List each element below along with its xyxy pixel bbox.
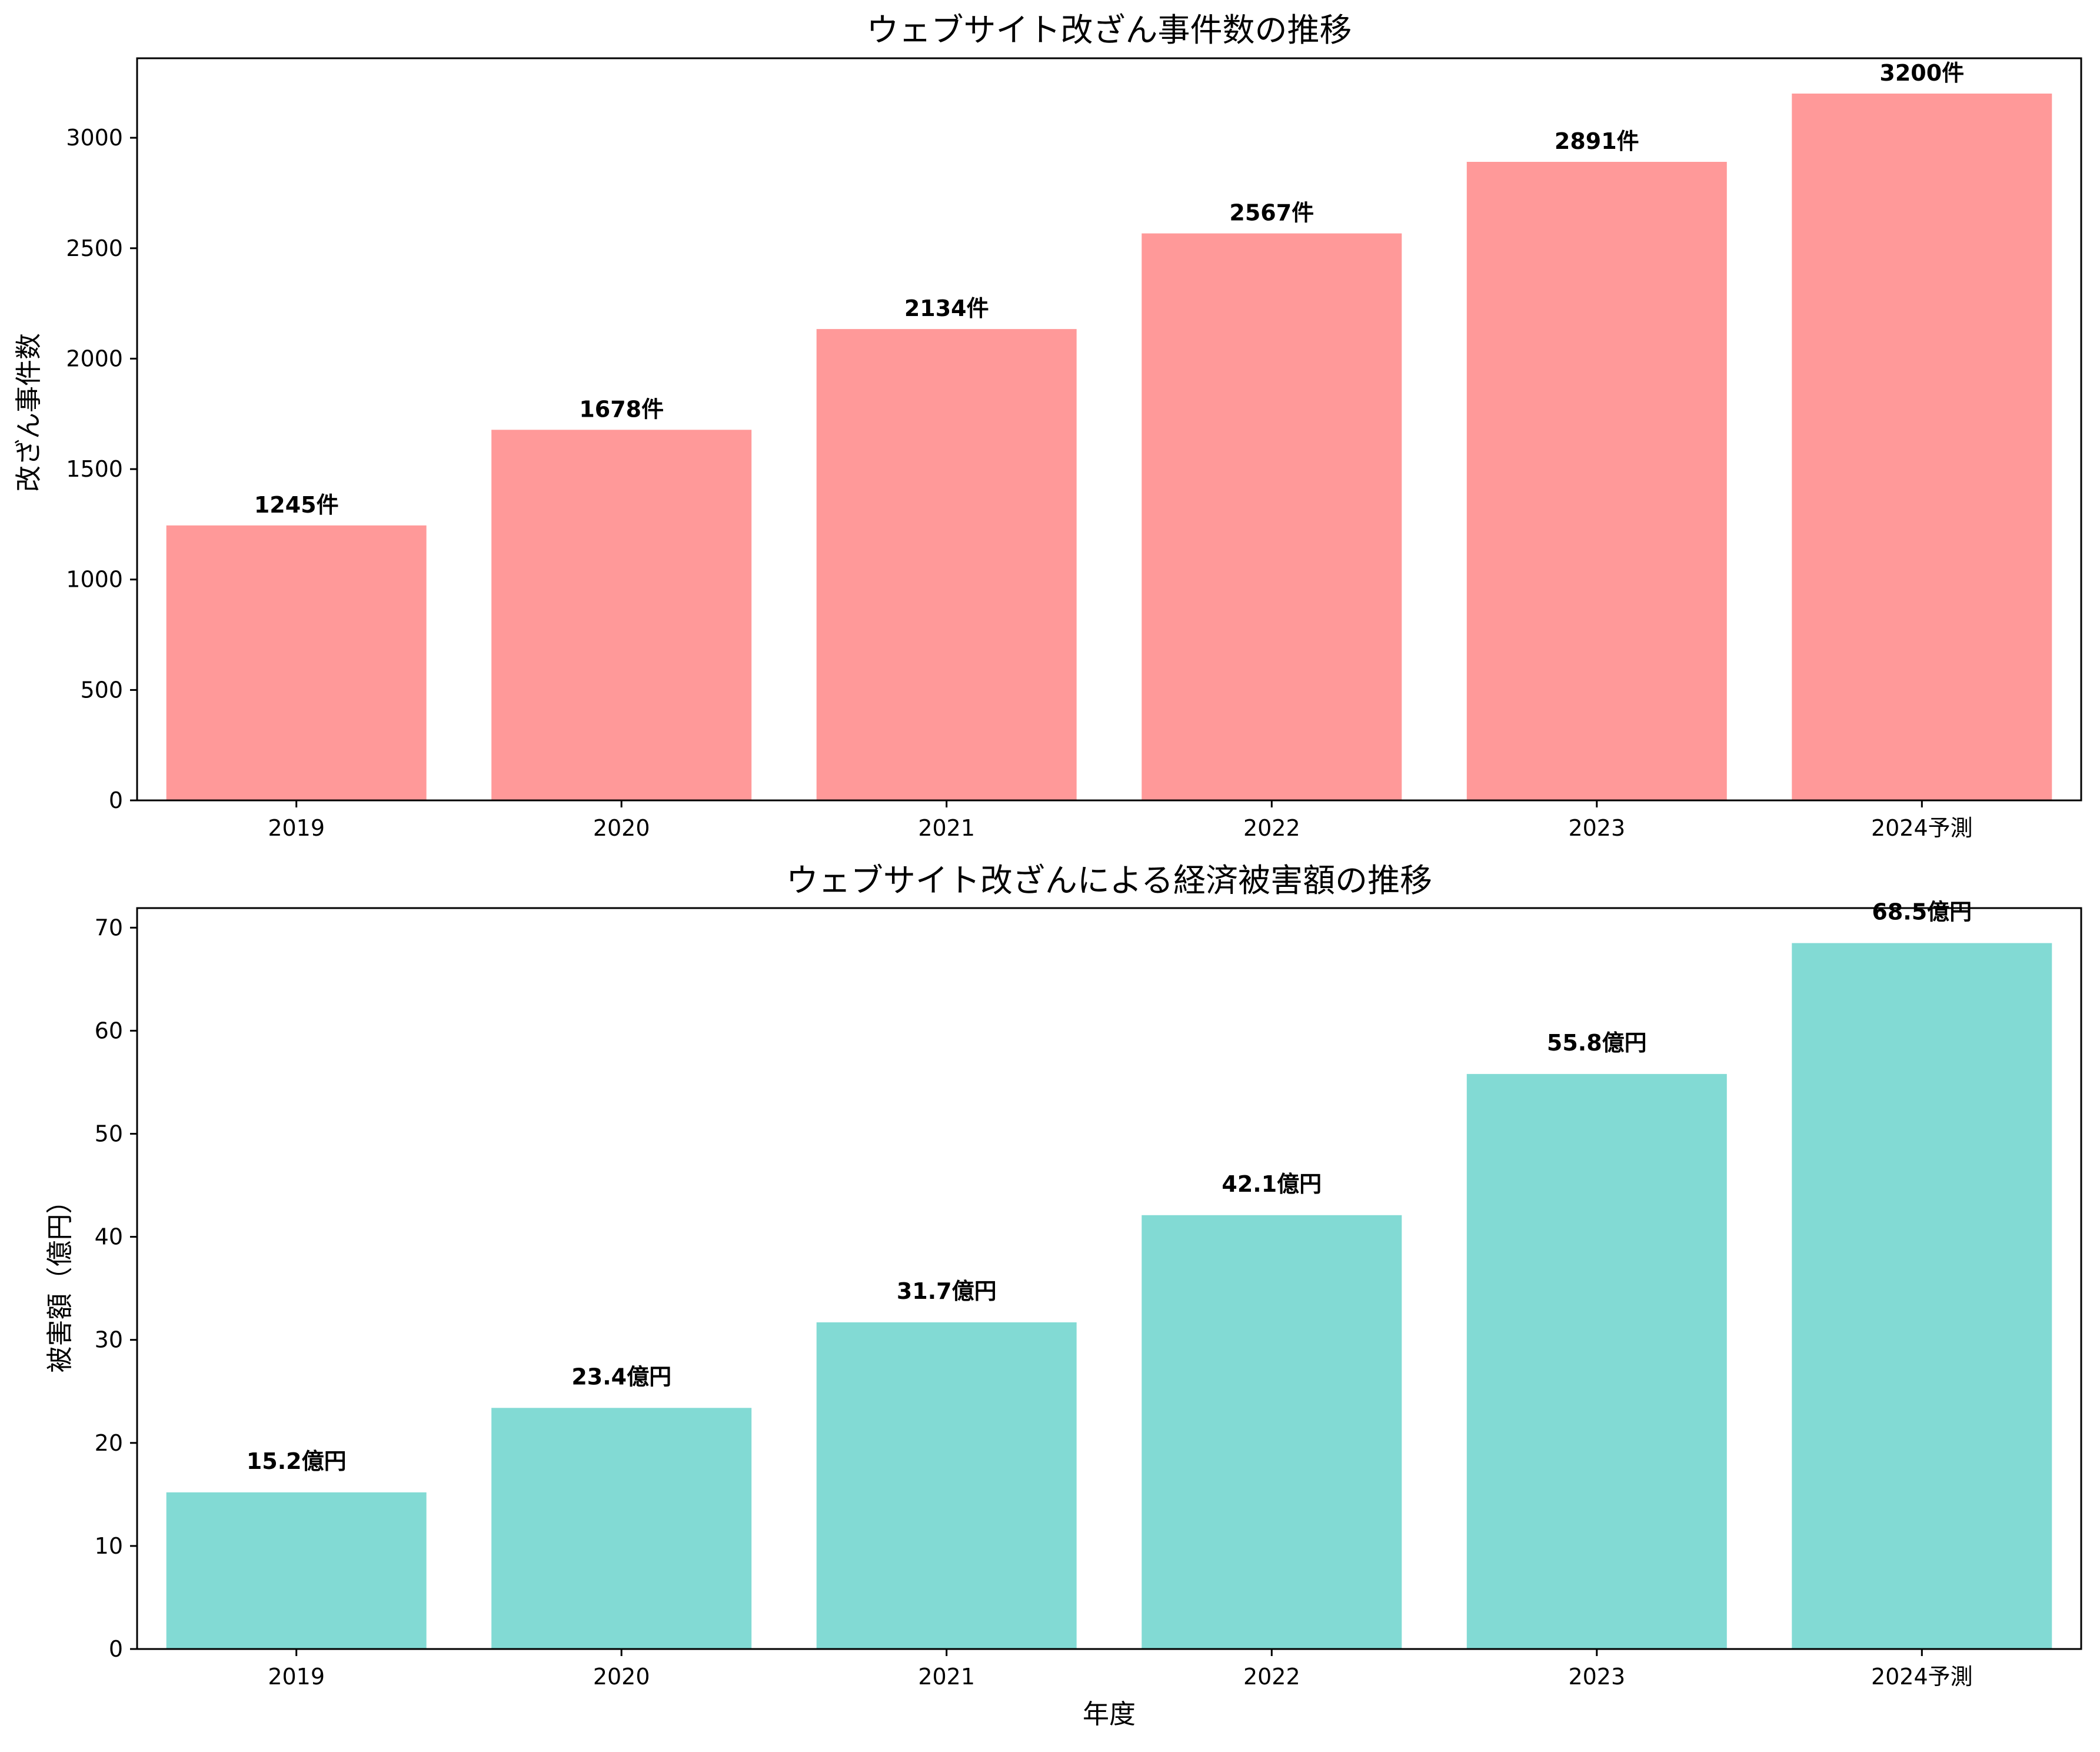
bar-2021: [816, 329, 1077, 800]
data-label: 1678件: [579, 396, 664, 422]
x-tick-label: 2023: [1568, 815, 1625, 841]
data-labels-layer: 1245件 1678件 2134件 2567件 2891件 3200件: [254, 60, 1964, 518]
bar-2020: [491, 1408, 752, 1649]
x-tick-label: 2019: [268, 1664, 325, 1690]
plot-frame: [136, 57, 2082, 802]
y-axis: 0 500 1000 1500 2000 2500 3000: [66, 125, 137, 813]
y-tick-label: 10: [95, 1533, 123, 1559]
bar-2019: [166, 525, 427, 800]
x-tick-label: 2021: [918, 815, 975, 841]
y-tick-label: 0: [109, 1636, 123, 1662]
data-label: 23.4億円: [571, 1364, 671, 1389]
bar-2023: [1466, 1073, 1727, 1649]
plot-frame: [136, 907, 2082, 1650]
y-tick-label: 0: [109, 787, 123, 813]
incident-count-chart: ウェブサイト改ざん事件数の推移 改ざん事件数 1245件 1678件 2134件 25…: [13, 11, 2082, 841]
x-axis: 2019 2020 2021 2022 2023 2024予測: [268, 800, 1973, 841]
y-tick-label: 40: [95, 1224, 123, 1250]
x-tick-label: 2020: [593, 815, 650, 841]
data-label: 3200件: [1879, 60, 1964, 86]
data-label: 31.7億円: [897, 1278, 997, 1304]
x-axis-label: 年度: [1083, 1698, 1136, 1730]
y-axis-label: 改ざん事件数: [13, 333, 44, 492]
y-tick-label: 2000: [66, 345, 123, 371]
bar-2019: [166, 1492, 427, 1649]
x-tick-label: 2022: [1243, 815, 1300, 841]
bar-2020: [491, 430, 752, 800]
y-axis: 0 10 20 30 40 50 60 70: [95, 915, 137, 1662]
y-tick-label: 1000: [66, 567, 123, 593]
bar-2021: [816, 1322, 1077, 1649]
economic-damage-chart: ウェブサイト改ざんによる経済被害額の推移 被害額（億円） 年度 15.2億円 23…: [44, 862, 2082, 1730]
y-tick-label: 70: [95, 915, 123, 940]
chart-title: ウェブサイト改ざん事件数の推移: [866, 11, 1352, 49]
data-label: 2134件: [904, 295, 989, 321]
data-label: 2891件: [1555, 128, 1639, 154]
y-tick-label: 20: [95, 1430, 123, 1456]
chart-title: ウェブサイト改ざんによる経済被害額の推移: [786, 862, 1432, 899]
bars-layer: [166, 94, 2052, 801]
bar-2022: [1141, 233, 1402, 801]
y-tick-label: 1500: [66, 456, 123, 482]
y-tick-label: 3000: [66, 125, 123, 151]
bar-2024予測: [1792, 943, 2052, 1649]
y-axis-label: 被害額（億円）: [44, 1187, 75, 1372]
data-label: 68.5億円: [1872, 899, 1972, 925]
x-tick-label: 2022: [1243, 1664, 1300, 1690]
bar-2024予測: [1792, 94, 2052, 800]
x-tick-label: 2021: [918, 1664, 975, 1690]
x-axis: 2019 2020 2021 2022 2023 2024予測: [268, 1649, 1973, 1690]
x-tick-label: 2020: [593, 1664, 650, 1690]
data-label: 15.2億円: [247, 1448, 347, 1474]
data-label: 2567件: [1229, 200, 1314, 226]
x-tick-label: 2019: [268, 815, 325, 841]
bar-2023: [1466, 162, 1727, 800]
data-label: 55.8億円: [1547, 1030, 1647, 1056]
data-label: 42.1億円: [1222, 1171, 1322, 1197]
y-tick-label: 500: [80, 677, 123, 703]
x-tick-label: 2024予測: [1871, 1664, 1973, 1690]
y-tick-label: 60: [95, 1018, 123, 1043]
y-tick-label: 2500: [66, 235, 123, 261]
bars-layer: [166, 943, 2052, 1649]
x-tick-label: 2023: [1568, 1664, 1625, 1690]
data-labels-layer: 15.2億円 23.4億円 31.7億円 42.1億円 55.8億円 68.5億円: [247, 899, 1972, 1474]
y-tick-label: 50: [95, 1121, 123, 1147]
bar-2022: [1141, 1215, 1402, 1649]
x-tick-label: 2024予測: [1871, 815, 1973, 841]
data-label: 1245件: [254, 492, 339, 518]
y-tick-label: 30: [95, 1327, 123, 1353]
